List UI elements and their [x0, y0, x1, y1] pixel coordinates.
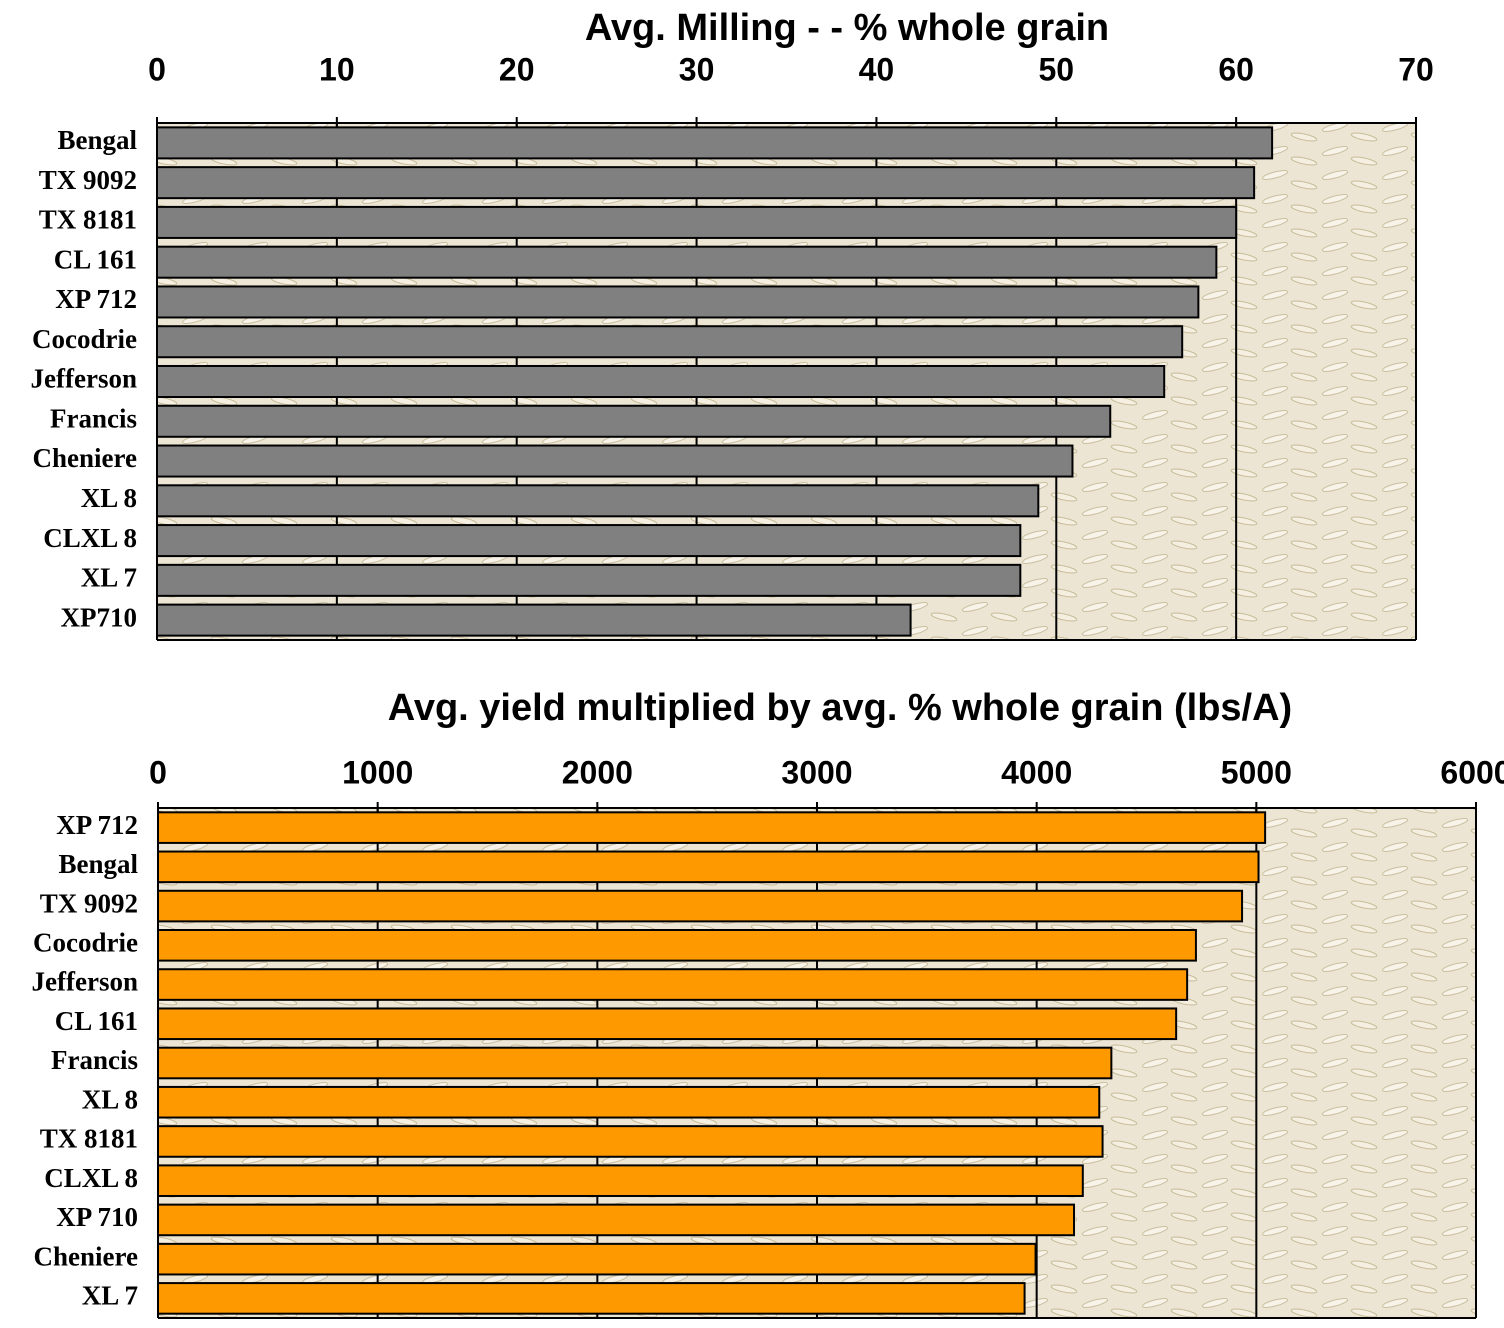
- category-label: TX 9092: [39, 165, 137, 195]
- bar: [158, 969, 1187, 1000]
- x-tick-label: 0: [149, 754, 167, 790]
- category-label: CL 161: [55, 1006, 138, 1036]
- x-tick-label: 70: [1398, 51, 1434, 87]
- bar: [158, 1244, 1036, 1275]
- bar: [158, 1087, 1099, 1118]
- x-tick-label: 50: [1038, 51, 1074, 87]
- category-label: CL 161: [54, 244, 137, 274]
- x-tick-label: 6000: [1440, 754, 1504, 790]
- x-tick-label: 2000: [562, 754, 633, 790]
- bar: [157, 207, 1236, 238]
- category-label: TX 9092: [40, 888, 138, 918]
- category-label: XL 8: [81, 483, 137, 513]
- bar: [158, 891, 1242, 922]
- bar: [157, 565, 1020, 596]
- category-label: XP 710: [56, 1202, 138, 1232]
- bar: [157, 406, 1110, 437]
- bar: [158, 1205, 1074, 1236]
- category-label: XP 712: [56, 810, 138, 840]
- bar: [157, 286, 1198, 317]
- bar: [157, 127, 1272, 158]
- x-tick-label: 1000: [342, 754, 413, 790]
- category-label: Francis: [50, 403, 137, 433]
- bar: [158, 1165, 1083, 1196]
- x-tick-label: 60: [1218, 51, 1254, 87]
- page: {"chart_data": [ {"type": "bar", "orient…: [0, 0, 1504, 1323]
- bar: [158, 1048, 1111, 1079]
- bar: [157, 366, 1164, 397]
- category-label: XL 7: [81, 563, 137, 593]
- bar: [157, 167, 1254, 198]
- category-label: Cocodrie: [32, 324, 137, 354]
- category-label: XL 8: [82, 1084, 138, 1114]
- x-tick-label: 20: [499, 51, 535, 87]
- chart-title: Avg. yield multiplied by avg. % whole gr…: [388, 687, 1292, 729]
- bar: [158, 812, 1265, 843]
- category-label: Jefferson: [32, 967, 138, 997]
- bar: [158, 1126, 1103, 1157]
- category-label: Bengal: [57, 125, 137, 155]
- category-label: Cheniere: [33, 443, 137, 473]
- x-tick-label: 10: [319, 51, 355, 87]
- bar: [158, 1008, 1176, 1039]
- category-label: TX 8181: [40, 1124, 138, 1154]
- category-label: CLXL 8: [43, 523, 137, 553]
- category-label: Jefferson: [31, 364, 137, 394]
- bar: [158, 930, 1196, 961]
- bar: [157, 446, 1072, 477]
- x-tick-label: 40: [859, 51, 895, 87]
- category-label: Francis: [51, 1045, 138, 1075]
- chart-title: Avg. Milling - - % whole grain: [585, 7, 1109, 49]
- bar: [158, 852, 1259, 883]
- category-label: XP 712: [55, 284, 137, 314]
- bar: [157, 326, 1182, 357]
- category-label: TX 8181: [39, 205, 137, 235]
- category-label: Cheniere: [34, 1241, 138, 1271]
- category-label: Cocodrie: [33, 928, 138, 958]
- charts: Avg. Milling - - % whole grain 0 10 20 30 40 5…: [0, 0, 1504, 1323]
- category-label: Bengal: [58, 849, 138, 879]
- x-tick-label: 30: [679, 51, 715, 87]
- bar: [158, 1283, 1025, 1314]
- category-label: XL 7: [82, 1281, 138, 1311]
- x-tick-label: 0: [148, 51, 166, 87]
- x-tick-label: 5000: [1221, 754, 1292, 790]
- category-label: CLXL 8: [44, 1163, 138, 1193]
- x-tick-label: 4000: [1001, 754, 1072, 790]
- bar: [157, 247, 1216, 278]
- bar: [157, 525, 1020, 556]
- category-label: XP710: [61, 602, 138, 632]
- bar: [157, 485, 1038, 516]
- bar: [157, 605, 911, 636]
- x-tick-label: 3000: [781, 754, 852, 790]
